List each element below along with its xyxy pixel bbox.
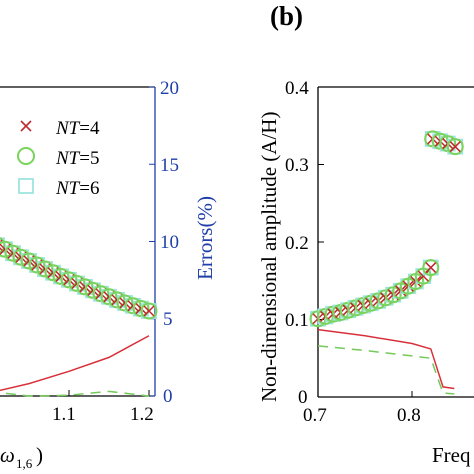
panel-a-right-tick-0: 0 bbox=[163, 386, 173, 407]
legend-square-shape bbox=[18, 178, 34, 194]
legend-label-nt5: NT=5 bbox=[55, 148, 99, 169]
panel-b-xtick-0.8: 0.8 bbox=[397, 405, 421, 426]
legend-nt6-prefix: NT bbox=[55, 178, 81, 199]
panel-b-yticks bbox=[318, 86, 324, 398]
legend-marker-cross bbox=[20, 120, 32, 132]
marker-circle-a11 bbox=[68, 275, 86, 293]
marker-circle-a13 bbox=[84, 281, 102, 299]
panel-b-xtick-0.7: 0.7 bbox=[303, 405, 327, 426]
legend-cross-stroke-2 bbox=[20, 120, 32, 132]
panel-b-label: (b) bbox=[270, 1, 303, 31]
legend-nt4-suffix: =4 bbox=[79, 118, 100, 139]
marker-circle-a6 bbox=[28, 256, 46, 274]
legend-item-nt6: NT=6 bbox=[18, 178, 99, 199]
marker-circle-a3 bbox=[4, 244, 22, 262]
marker-circle-b-upper_branch-3 bbox=[446, 138, 464, 156]
panel-b-ytick-0.3: 0.3 bbox=[285, 155, 309, 176]
legend-marker-square bbox=[18, 178, 34, 194]
marker-circle-a9 bbox=[52, 267, 70, 285]
marker-circle-a8 bbox=[44, 264, 62, 282]
marker-circle-a2 bbox=[0, 240, 14, 258]
panel-b-ytick-0.1: 0.1 bbox=[285, 310, 309, 331]
panel-b-ylabel-text: Non-dimensional amplitude (A/H) bbox=[257, 112, 281, 402]
panel-a-right-ticks bbox=[149, 86, 155, 397]
panel-a-xlabel: ω 1,6 ) bbox=[0, 443, 43, 471]
marker-circle-a5 bbox=[20, 252, 38, 270]
marker-circle-a10 bbox=[60, 271, 78, 289]
legend-nt6-suffix: =6 bbox=[79, 178, 99, 199]
legend-label-nt6: NT=6 bbox=[55, 178, 99, 199]
legend-circle-shape bbox=[17, 147, 35, 165]
legend-nt5-suffix: =5 bbox=[79, 148, 99, 169]
panel-a-line-dashed-green bbox=[0, 390, 150, 397]
panel-a-line-solid-red bbox=[0, 335, 150, 392]
panel-a: 0 5 10 15 20 Errors(%) 1.1 1.2 ω 1,6 ) N… bbox=[0, 78, 217, 471]
panel-a-right-tick-10: 10 bbox=[160, 232, 179, 253]
marker-circle-a15 bbox=[100, 288, 118, 306]
panel-b-plot-area bbox=[309, 130, 464, 395]
legend-nt5-prefix: NT bbox=[55, 148, 81, 169]
marker-circle-a18 bbox=[124, 297, 142, 315]
marker-circle-a16 bbox=[108, 291, 126, 309]
legend-label-nt4: NT=4 bbox=[55, 118, 100, 139]
panel-b-ytick-0.2: 0.2 bbox=[285, 233, 309, 254]
legend-item-nt4: NT=4 bbox=[20, 118, 100, 139]
panel-a-right-ylabel: Errors(%) bbox=[193, 196, 217, 280]
panel-a-right-tick-15: 15 bbox=[160, 155, 179, 176]
panel-b-xtick-marks bbox=[317, 391, 413, 397]
legend: NT=4 NT=5 NT=6 bbox=[17, 118, 100, 199]
panel-a-xtick-1.1: 1.1 bbox=[52, 404, 76, 425]
panel-b-ytick-0: 0 bbox=[298, 387, 308, 408]
panel-b-line-dashed-green bbox=[317, 345, 455, 395]
marker-circle-a4 bbox=[12, 248, 30, 266]
panel-a-right-tick-20: 20 bbox=[160, 78, 179, 99]
marker-circle-a20 bbox=[140, 302, 158, 320]
marker-circle-a17 bbox=[116, 294, 134, 312]
marker-cross-a20 bbox=[143, 305, 155, 317]
marker-circle-a7 bbox=[36, 260, 54, 278]
legend-marker-circle bbox=[17, 147, 35, 165]
marker-circle-a12 bbox=[76, 278, 94, 296]
panel-b: (b) 0 0.1 0.2 0.3 0.4 Non-dimensional am… bbox=[257, 1, 474, 467]
panel-a-xlabel-close: ) bbox=[36, 443, 43, 467]
panel-a-right-tick-labels: 0 5 10 15 20 bbox=[160, 78, 179, 407]
panel-b-ylabel: Non-dimensional amplitude (A/H) bbox=[257, 112, 281, 402]
panel-a-right-tick-5: 5 bbox=[163, 309, 173, 330]
panel-a-xlabel-subscript: 1,6 bbox=[16, 456, 33, 471]
marker-circle-a1 bbox=[0, 237, 6, 254]
marker-circle-b-lower_branch-15 bbox=[422, 259, 440, 277]
panel-b-ytick-0.4: 0.4 bbox=[285, 78, 309, 99]
panel-b-ytick-labels: 0 0.1 0.2 0.3 0.4 bbox=[285, 78, 309, 408]
legend-item-nt5: NT=5 bbox=[17, 147, 99, 169]
panel-a-xtick-1.2: 1.2 bbox=[130, 404, 154, 425]
panel-a-xlabel-omega: ω bbox=[0, 443, 15, 467]
panel-b-line-solid-red bbox=[317, 328, 455, 390]
marker-circle-a19 bbox=[132, 300, 150, 318]
marker-circle-a14 bbox=[92, 285, 110, 303]
legend-nt4-prefix: NT bbox=[55, 118, 81, 139]
panel-a-plot-area bbox=[0, 237, 158, 397]
marker-cross-b-lower_branch-15 bbox=[425, 262, 437, 274]
marker-cross-b-upper_branch-3 bbox=[449, 141, 461, 153]
panel-b-xlabel: Freq bbox=[432, 443, 471, 467]
